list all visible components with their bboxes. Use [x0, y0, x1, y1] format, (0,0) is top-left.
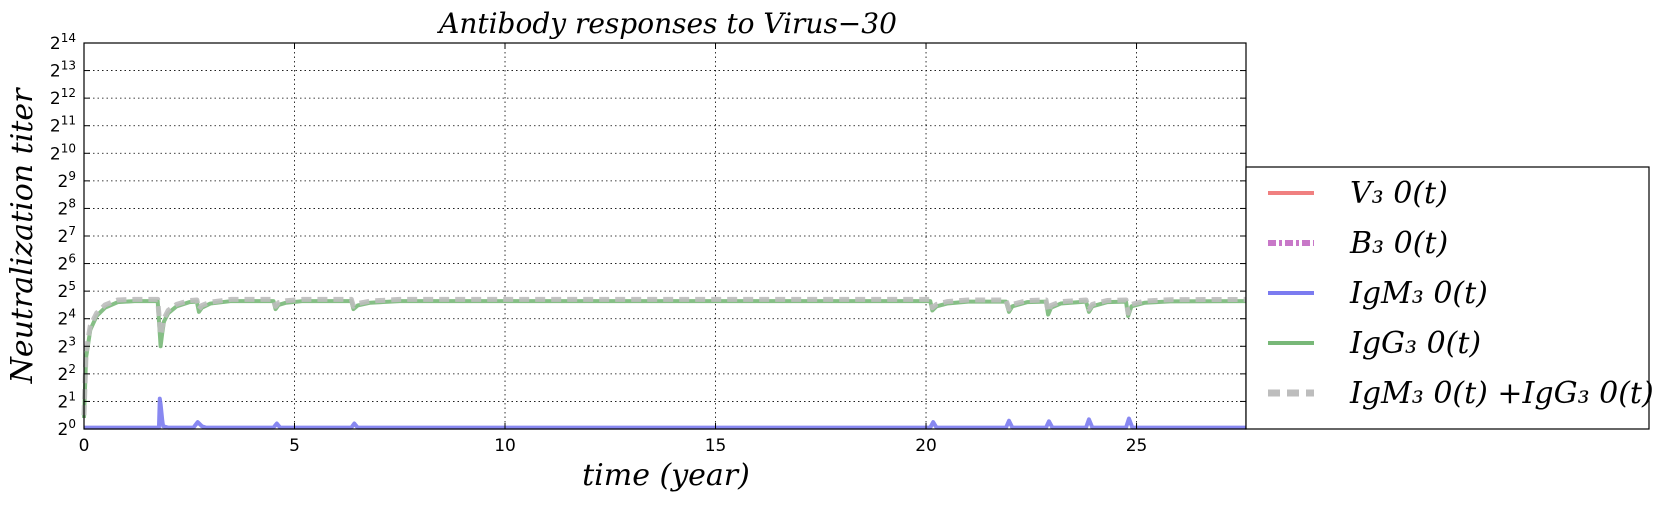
y-tick-label: 212	[50, 86, 76, 109]
y-tick-label: 25	[58, 279, 76, 302]
legend-label: B₃ 0(t)	[1349, 226, 1448, 261]
series-lines	[81, 296, 1247, 430]
y-tick-label: 210	[50, 141, 76, 164]
y-tick-label: 22	[58, 362, 76, 385]
y-axis-label: Neutralization titer	[5, 87, 40, 385]
y-tick-label: 20	[58, 417, 76, 440]
series-line-2	[84, 396, 1246, 430]
x-tick-label: 10	[494, 436, 516, 456]
legend-label: V₃ 0(t)	[1350, 176, 1448, 211]
y-tick-label: 214	[50, 31, 76, 54]
x-axis-label: time (year)	[582, 458, 750, 493]
x-tick-label: 25	[1126, 436, 1148, 456]
y-tick-label: 23	[58, 334, 76, 357]
legend-label: IgM₃ 0(t)	[1349, 276, 1488, 311]
y-tick-label: 21	[58, 389, 76, 412]
legend-label: IgG₃ 0(t)	[1349, 326, 1481, 361]
y-tick-label: 29	[58, 169, 76, 192]
y-tick-label: 213	[50, 59, 76, 82]
y-tick-label: 27	[58, 224, 76, 247]
x-tick-label: 5	[289, 436, 300, 456]
chart-title: Antibody responses to Virus−30	[436, 7, 897, 40]
y-tick-label: 26	[58, 252, 76, 275]
legend: V₃ 0(t) B₃ 0(t) IgM₃ 0(t) IgG₃ 0(t) IgM₃ 0(t…	[1245, 166, 1653, 430]
y-tick-label: 24	[58, 307, 76, 330]
y-axis-ticks: 20 21 22 23 24 25 26 27 28 29 210 211 212 213 214	[50, 31, 1246, 440]
x-tick-label: 15	[705, 436, 727, 456]
series-line-0	[82, 299, 1247, 419]
grid	[84, 43, 1246, 429]
legend-label: IgM₃ 0(t) +IgG₃ 0(t)	[1349, 376, 1653, 411]
x-tick-label: 0	[79, 436, 90, 456]
y-tick-label: 28	[58, 196, 76, 219]
x-tick-label: 20	[915, 436, 937, 456]
x-axis-ticks: 0 5 10 15 20 25	[79, 43, 1148, 456]
legend-frame	[1245, 166, 1650, 430]
y-tick-label: 211	[50, 114, 76, 137]
series-line-1	[81, 296, 1247, 416]
